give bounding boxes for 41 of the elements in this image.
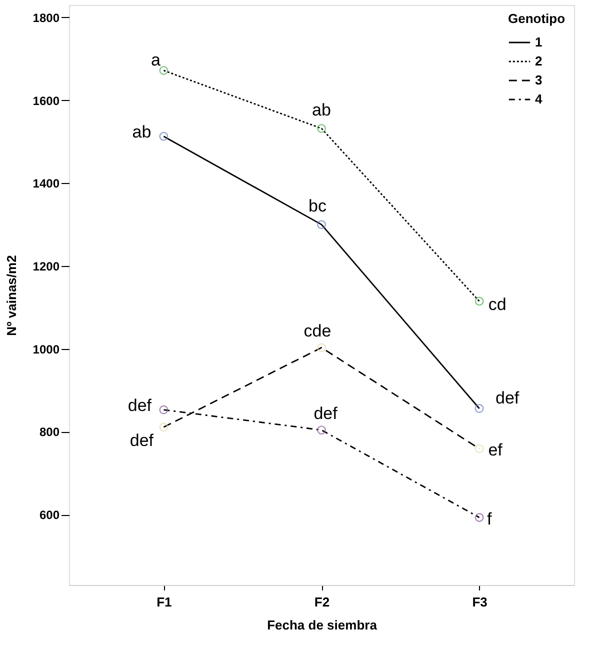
annotation: bc (308, 196, 327, 216)
legend-label: 1 (535, 34, 542, 50)
x-axis-title: Fecha de siembra (267, 618, 378, 632)
annotation: cd (488, 295, 506, 314)
point (317, 426, 326, 435)
x-tick-label: F2 (314, 594, 330, 610)
legend-label: 3 (535, 72, 542, 88)
y-tick-label: 1800 (32, 10, 60, 25)
y-axis-title: Nº vainas/m2 (4, 255, 19, 336)
point (317, 220, 326, 230)
annotation: cde (304, 322, 332, 341)
annotation: ab (312, 100, 331, 120)
point (474, 513, 484, 522)
point (474, 404, 484, 413)
y-tick-label: 800 (39, 425, 60, 440)
point (474, 296, 484, 306)
point (159, 422, 168, 432)
y-tick-label: 1400 (32, 176, 60, 191)
point (317, 343, 326, 352)
point (317, 124, 326, 133)
annotation: f (486, 509, 492, 528)
legend-title: Genotipo (508, 11, 566, 26)
annotation: ef (488, 440, 503, 460)
point (474, 444, 484, 454)
annotation: def (314, 404, 338, 424)
annotation: def (130, 431, 154, 450)
legend-label: 4 (535, 92, 543, 106)
y-tick-label: 1200 (32, 260, 60, 274)
x-tick-label: F1 (156, 594, 172, 610)
point (159, 132, 168, 141)
point (159, 405, 168, 414)
annotation: def (495, 388, 520, 408)
annotation: a (150, 50, 161, 70)
annotation: def (128, 396, 152, 415)
y-tick-label: 600 (39, 508, 60, 522)
legend-label: 2 (535, 54, 542, 68)
point (159, 66, 168, 75)
y-tick-label: 1600 (32, 94, 60, 108)
y-tick-label: 1000 (32, 342, 60, 356)
annotation: ab (132, 122, 152, 142)
x-tick-label: F3 (472, 594, 488, 610)
